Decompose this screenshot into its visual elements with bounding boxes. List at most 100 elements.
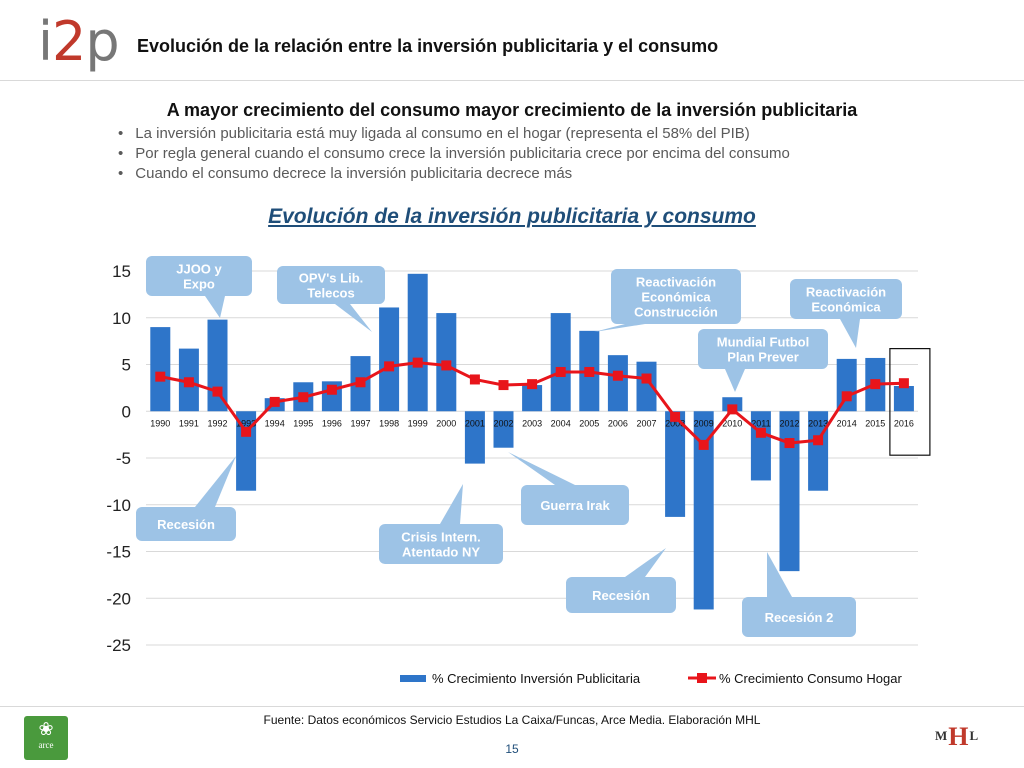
arce-leaf-icon: ❀ (38, 719, 54, 739)
bar (379, 307, 400, 412)
y-tick-label: -20 (106, 589, 131, 608)
line-point (784, 438, 795, 449)
callout-label: Atentado NY (402, 545, 480, 560)
line-point (813, 435, 824, 446)
y-tick-label: -5 (116, 449, 131, 468)
x-tick-label: 2005 (579, 418, 599, 428)
callout-label: Recesión (592, 588, 650, 603)
bar (407, 273, 428, 412)
callout-label: Mundial Futbol (717, 335, 809, 350)
x-tick-label: 2003 (522, 418, 542, 428)
bar (150, 327, 171, 412)
x-tick-label: 1999 (408, 418, 428, 428)
callout-pointer (440, 484, 463, 524)
x-tick-label: 1998 (379, 418, 399, 428)
callout-pointer (840, 319, 860, 348)
callout-pointer (725, 369, 745, 392)
callout-label: Plan Prever (727, 350, 799, 365)
line-point (870, 379, 881, 390)
callout-pointer (767, 552, 792, 597)
x-tick-label: 1991 (179, 418, 199, 428)
callout-label: Reactivación (806, 285, 886, 300)
line-point (841, 391, 852, 402)
line-point (298, 392, 309, 403)
bar (779, 411, 800, 572)
callout-box (379, 524, 503, 564)
bar (836, 358, 857, 412)
bar (550, 313, 571, 412)
callout-label: Guerra Irak (540, 498, 610, 513)
callout-label: Reactivación (636, 275, 716, 290)
x-tick-label: 1997 (350, 418, 370, 428)
y-tick-label: -15 (106, 543, 131, 562)
x-tick-label: 2016 (894, 418, 914, 428)
line-point (727, 404, 738, 415)
callout-box (698, 329, 828, 369)
arce-logo: ❀ arce (24, 716, 68, 760)
x-tick-label: 2012 (779, 418, 799, 428)
line-point (326, 384, 337, 395)
line-point (612, 370, 623, 381)
line-point (698, 439, 709, 450)
bar (493, 411, 514, 448)
line-point (241, 426, 252, 437)
callout-box (790, 279, 902, 319)
line-point (469, 374, 480, 385)
line-point (584, 366, 595, 377)
callout-box (521, 485, 629, 525)
source-note: Fuente: Datos económicos Servicio Estudi… (263, 713, 761, 727)
callout-pointer (594, 324, 645, 332)
line-point (555, 366, 566, 377)
legend-line-marker (697, 673, 707, 683)
callout-box (146, 256, 252, 296)
y-tick-label: -10 (106, 496, 131, 515)
legend-bar-label: % Crecimiento Inversión Publicitaria (432, 671, 641, 686)
line-point (212, 386, 223, 397)
mhl-logo: MHL (935, 722, 980, 751)
callout-label: Recesión 2 (765, 610, 834, 625)
x-tick-label: 2010 (722, 418, 742, 428)
line-point (183, 377, 194, 388)
x-tick-label: 1996 (322, 418, 342, 428)
x-tick-label: 2000 (436, 418, 456, 428)
page-number: 15 (505, 742, 519, 756)
callout-label: Telecos (307, 286, 354, 301)
page-title: Evolución de la relación entre la invers… (137, 36, 719, 56)
callout-box (742, 597, 856, 637)
i2p-logo: i2p (38, 10, 120, 73)
bar (665, 411, 686, 517)
line-point (384, 361, 395, 372)
callout-box (136, 507, 236, 541)
callout-box (566, 577, 676, 613)
callout-label: OPV's Lib. (299, 271, 364, 286)
callout-pointer (195, 456, 236, 507)
y-tick-label: 0 (122, 402, 131, 421)
x-tick-label: 2009 (694, 418, 714, 428)
footer-divider (0, 706, 1024, 707)
highlight-box (889, 348, 931, 456)
callout-label: Recesión (157, 517, 215, 532)
callout-label: JJOO y (176, 262, 222, 277)
bar (522, 385, 543, 412)
x-tick-label: 2013 (808, 418, 828, 428)
line-point (527, 379, 538, 390)
y-tick-label: 10 (112, 309, 131, 328)
legend-line-label: % Crecimiento Consumo Hogar (719, 671, 902, 686)
bullet-item: Cuando el consumo decrece la inversión p… (118, 164, 790, 184)
bullet-item: Por regla general cuando el consumo crec… (118, 144, 790, 164)
y-tick-label: 15 (112, 262, 131, 281)
callout-pointer (508, 452, 575, 485)
x-tick-label: 1990 (150, 418, 170, 428)
line-point (755, 427, 766, 438)
x-tick-label: 1992 (207, 418, 227, 428)
x-tick-label: 1994 (265, 418, 285, 428)
x-tick-label: 2008 (665, 418, 685, 428)
legend-bar-swatch (400, 675, 426, 682)
x-tick-label: 2004 (551, 418, 571, 428)
line-point (269, 396, 280, 407)
x-tick-label: 1993 (236, 418, 256, 428)
bullet-item: La inversión publicitaria está muy ligad… (118, 124, 790, 144)
x-tick-label: 2006 (608, 418, 628, 428)
callout-box (611, 269, 741, 324)
headline: A mayor crecimiento del consumo mayor cr… (166, 100, 858, 120)
